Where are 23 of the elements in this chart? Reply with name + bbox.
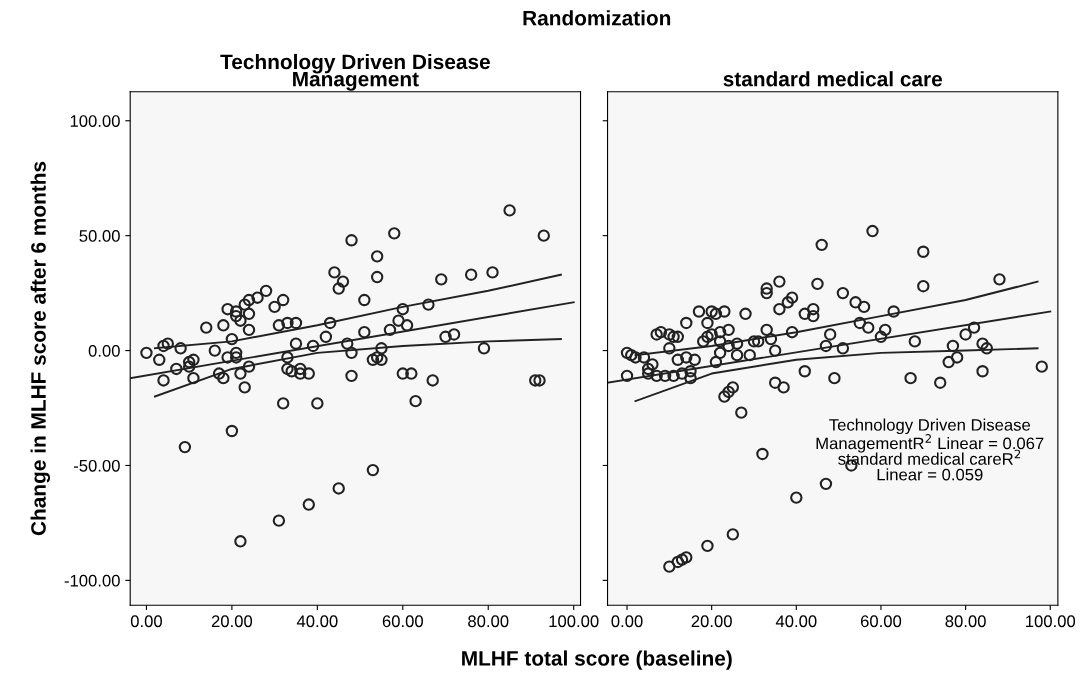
x-tick-label: 60.00 <box>860 615 902 628</box>
y-tick-label: 100.00 <box>70 115 120 127</box>
x-tick-label: 100.00 <box>1026 615 1076 628</box>
text: Randomization <box>523 10 671 26</box>
x-axis-title: MLHF total score (baseline) <box>462 650 732 670</box>
x-tick-label: 80.00 <box>945 615 986 628</box>
x-tick-label: 0.00 <box>611 615 643 628</box>
y-axis-title: Change in MLHF score after 6 months <box>30 161 51 536</box>
text: Technology Driven Disease ManagementR$^{2}$ Linear = 0.067 standard medical careR$^{2}$ Linear = 0.059 <box>816 418 1044 481</box>
x-tick-label: 100.00 <box>549 615 599 628</box>
x-tick-label: 60.00 <box>382 615 423 628</box>
y-tick-label: -50.00 <box>73 459 120 472</box>
x-tick-label: 0.00 <box>130 615 162 628</box>
y-tick-label: -100.00 <box>64 574 120 587</box>
x-tick-label: 40.00 <box>296 615 338 628</box>
y-tick-label: 50.00 <box>79 230 120 242</box>
x-tick-label: 40.00 <box>775 615 817 628</box>
chart-title: Technology Driven Disease Management <box>220 53 490 91</box>
x-tick-label: 80.00 <box>468 615 509 628</box>
y-tick-label: 0.00 <box>88 344 120 357</box>
x-tick-label: 20.00 <box>691 615 732 628</box>
x-tick-label: 20.00 <box>211 615 253 628</box>
chart-title: standard medical care <box>723 71 943 87</box>
